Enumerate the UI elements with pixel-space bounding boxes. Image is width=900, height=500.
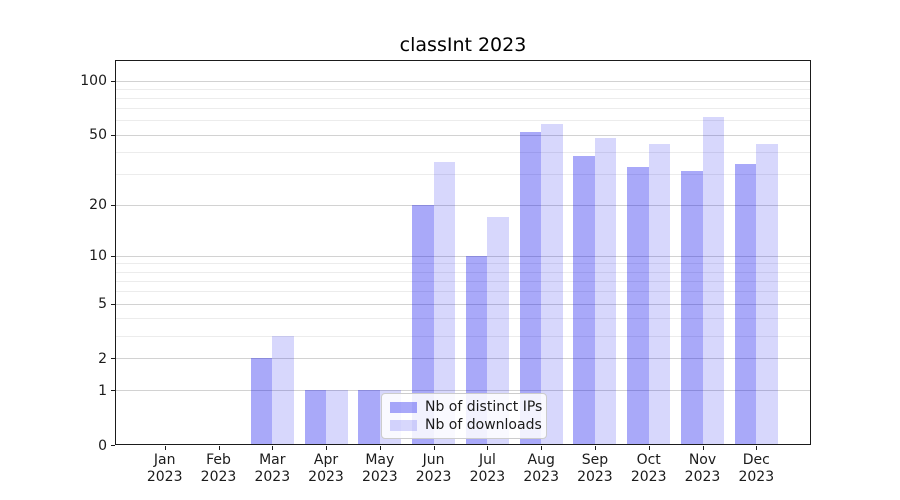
x-tick-mark <box>702 446 704 450</box>
x-tick-label: Jun 2023 <box>415 452 452 485</box>
plot-area <box>115 60 811 445</box>
x-tick-label: Jul 2023 <box>469 452 506 485</box>
gridline-major <box>115 134 811 136</box>
gridline-minor <box>115 291 811 293</box>
x-tick-label: Apr 2023 <box>308 452 344 485</box>
gridline-minor <box>115 120 811 122</box>
x-tick-mark <box>218 446 220 450</box>
x-tick-mark <box>326 446 327 450</box>
gridline-major <box>115 204 811 206</box>
bar-nb-of-distinct-ips <box>304 390 326 445</box>
bar-nb-of-distinct-ips <box>627 166 649 445</box>
bar-nb-of-distinct-ips <box>250 358 273 445</box>
y-tick-mark <box>111 303 115 305</box>
y-tick-mark <box>111 80 115 82</box>
gridline-major <box>115 255 811 257</box>
gridline-major <box>115 80 811 82</box>
y-tick-mark <box>111 445 115 446</box>
x-tick-mark <box>487 446 489 450</box>
bar-nb-of-downloads <box>433 162 456 445</box>
legend: Nb of distinct IPs Nb of downloads <box>381 393 547 439</box>
x-tick-label: Oct 2023 <box>630 452 667 485</box>
y-tick-label: 20 <box>89 197 107 214</box>
legend-swatch-downloads-icon <box>390 419 417 431</box>
gridline-minor <box>115 88 811 90</box>
y-tick-mark <box>111 390 115 392</box>
x-tick-mark <box>541 446 543 450</box>
x-tick-mark <box>164 446 166 450</box>
x-tick-mark <box>594 446 596 450</box>
legend-label-distinct-ips: Nb of distinct IPs <box>425 399 543 415</box>
gridline-minor <box>115 335 811 337</box>
x-tick-label: May 2023 <box>361 452 398 485</box>
gridline-minor <box>115 271 811 273</box>
bar-nb-of-distinct-ips <box>681 171 703 445</box>
y-tick-label: 0 <box>98 437 107 454</box>
gridline-minor <box>115 317 811 319</box>
bar-nb-of-distinct-ips <box>573 155 595 445</box>
bar-nb-of-distinct-ips <box>519 131 542 445</box>
gridline-minor <box>115 173 811 175</box>
chart-title: classInt 2023 <box>399 34 527 56</box>
gridline-minor <box>115 263 811 265</box>
x-tick-mark <box>756 446 758 450</box>
legend-swatch-distinct-ips-icon <box>390 401 417 413</box>
x-tick-mark <box>379 446 381 450</box>
bar-nb-of-downloads <box>594 137 617 445</box>
x-tick-label: Dec 2023 <box>738 452 775 485</box>
bar-nb-of-downloads <box>326 390 348 445</box>
gridline-minor <box>115 108 811 110</box>
legend-item-downloads: Nb of downloads <box>390 417 542 433</box>
gridline-major <box>115 390 811 392</box>
x-tick-label: Jan 2023 <box>146 452 183 485</box>
gridline-minor <box>115 98 811 99</box>
x-tick-mark <box>648 446 650 450</box>
x-tick-mark <box>272 446 274 450</box>
y-tick-mark <box>111 255 115 257</box>
bar-nb-of-downloads <box>541 124 563 445</box>
x-tick-label: Aug 2023 <box>523 452 559 485</box>
y-tick-label: 100 <box>80 73 107 90</box>
x-tick-label: Nov 2023 <box>684 452 721 485</box>
bar-nb-of-downloads <box>702 116 724 445</box>
y-tick-label: 10 <box>89 248 107 265</box>
y-tick-mark <box>111 358 115 360</box>
bar-nb-of-downloads <box>487 216 509 445</box>
bar-nb-of-distinct-ips <box>412 204 434 445</box>
y-tick-label: 1 <box>98 382 107 399</box>
gridline-major <box>115 303 811 305</box>
gridline-minor <box>115 280 811 282</box>
gridline-minor <box>115 151 811 153</box>
y-tick-label: 50 <box>89 127 107 144</box>
legend-label-downloads: Nb of downloads <box>425 417 542 433</box>
bar-nb-of-downloads <box>648 144 671 445</box>
y-tick-label: 2 <box>98 350 107 367</box>
x-tick-mark <box>433 446 435 450</box>
gridline-major <box>115 358 811 360</box>
y-tick-label: 5 <box>98 296 107 312</box>
y-tick-mark <box>111 134 115 136</box>
x-tick-label: Feb 2023 <box>200 452 237 485</box>
bar-nb-of-distinct-ips <box>358 390 380 445</box>
y-tick-mark <box>111 204 115 206</box>
x-tick-label: Sep 2023 <box>577 452 613 485</box>
bar-nb-of-distinct-ips <box>734 164 757 445</box>
legend-item-distinct-ips: Nb of distinct IPs <box>390 399 542 415</box>
x-tick-label: Mar 2023 <box>254 452 291 485</box>
bar-nb-of-downloads <box>756 144 778 445</box>
bar-nb-of-downloads <box>272 335 294 445</box>
